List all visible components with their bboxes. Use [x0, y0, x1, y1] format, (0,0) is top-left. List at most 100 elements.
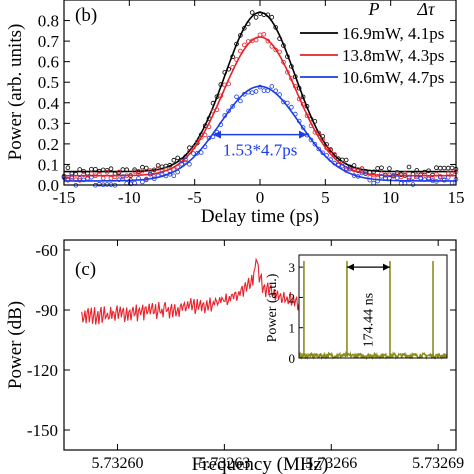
series-2-point — [159, 169, 165, 174]
series-3-point — [85, 176, 90, 182]
series-1-point — [351, 163, 357, 168]
series-2-point — [238, 48, 243, 54]
y-tick-label: 0.3 — [38, 114, 59, 133]
series-1-point — [257, 11, 263, 16]
series-3-point — [238, 98, 243, 104]
series-1-point — [124, 167, 129, 173]
series-3-fit-line — [64, 85, 456, 182]
series-2-point — [242, 42, 247, 48]
series-3-point — [418, 175, 424, 181]
series-1-point — [300, 94, 306, 100]
series-3-point — [328, 157, 333, 162]
series-3-point — [136, 176, 141, 181]
series-2-point — [296, 96, 302, 102]
series-1-point — [242, 25, 247, 31]
series-2-point — [328, 148, 333, 153]
panel-c-x-axis-label: Frequency (MHz) — [192, 454, 329, 474]
x-tick-label: -10 — [118, 188, 141, 207]
series-1-point — [253, 15, 259, 20]
series-1-point — [312, 119, 318, 124]
inset-y-axis-label: Power (a.u.) — [265, 273, 280, 342]
series-1-point — [93, 167, 98, 172]
inset-y-tick-label: 1 — [289, 321, 296, 336]
panel-c-y-axis-label: Power (dB) — [5, 301, 26, 389]
series-3-point — [222, 113, 228, 118]
series-3-point — [116, 177, 122, 183]
series-2-point — [308, 123, 314, 129]
series-2-point — [277, 49, 282, 55]
legend-header-p: P — [368, 0, 380, 19]
series-1-point — [304, 103, 310, 109]
y-tick-label: -60 — [35, 241, 58, 260]
series-1-point — [171, 157, 177, 163]
series-2-point — [234, 57, 239, 62]
series-1-point — [140, 164, 145, 170]
series-3-point — [390, 174, 396, 179]
series-2-point — [226, 81, 231, 87]
series-3-point — [320, 150, 326, 156]
series-3-point — [191, 151, 196, 156]
series-3-point — [347, 166, 353, 172]
series-2-point — [97, 171, 102, 177]
series-1-point — [387, 166, 392, 171]
panel-b-x-axis-label: Delay time (ps) — [201, 206, 319, 227]
series-1-point — [292, 74, 298, 79]
panel-b: -15 -10 -5 0 5 10 15 0.0 0.10.2 0.30.4 0.50.6 0.70.… — [5, 0, 465, 227]
series-3-point — [89, 174, 94, 180]
y-tick-label: 0.0 — [38, 176, 59, 195]
series-2-point — [116, 169, 122, 175]
y-tick-label: -150 — [27, 421, 58, 440]
series-3-point — [300, 125, 306, 130]
series-1-point — [371, 169, 377, 175]
series-1-point — [336, 156, 341, 162]
series-2-point — [132, 169, 137, 174]
series-3-point — [332, 160, 337, 166]
series-3-point — [387, 175, 392, 181]
series-3-point — [171, 173, 177, 179]
series-2-point — [339, 161, 345, 166]
series-1-point — [277, 36, 282, 41]
inset-annotation: 174.44 ns — [346, 263, 390, 347]
series-1-point — [422, 169, 427, 175]
series-3-point — [175, 169, 181, 175]
series-2-point — [93, 173, 98, 179]
series-2-point — [230, 65, 235, 70]
series-1-point — [210, 100, 216, 106]
fwhm-annotation-text: 1.53*4.7ps — [223, 141, 298, 160]
series-3-point — [375, 178, 380, 184]
series-3-point — [179, 162, 184, 167]
series-1-point — [281, 43, 286, 48]
inset-axes: 0 1 2 3 — [289, 260, 303, 366]
series-3-point — [253, 89, 259, 94]
series-1-point — [81, 169, 86, 174]
series-2-point — [265, 38, 271, 44]
fwhm-arrowhead-right — [299, 130, 308, 139]
panel-b-annotation: 1.53*4.7ps — [212, 130, 308, 160]
series-2-point — [300, 102, 306, 107]
series-1-point — [97, 168, 102, 174]
series-1-point — [65, 165, 71, 171]
y-tick-label: 0.1 — [38, 155, 59, 174]
series-3-point — [198, 150, 204, 155]
series-2-point — [179, 158, 184, 164]
series-3-point — [140, 179, 145, 185]
series-1-point — [269, 14, 275, 20]
series-1-point — [296, 85, 302, 91]
x-tick-label: 5.73263 — [198, 455, 250, 472]
series-2-point — [316, 130, 322, 136]
series-3-point — [363, 171, 369, 177]
y-tick-label: 0.6 — [38, 53, 59, 72]
series-3-point — [269, 84, 275, 89]
series-2-point — [422, 171, 427, 177]
series-3-point — [285, 100, 290, 106]
series-2-point — [112, 174, 118, 180]
series-2-point — [218, 93, 224, 99]
series-3-point — [308, 137, 314, 143]
series-1-point — [104, 168, 110, 173]
series-2-point — [140, 168, 145, 174]
series-1-point — [144, 165, 149, 171]
series-1-point — [155, 163, 161, 168]
series-3-point — [249, 90, 255, 95]
series-2-point — [269, 44, 275, 49]
